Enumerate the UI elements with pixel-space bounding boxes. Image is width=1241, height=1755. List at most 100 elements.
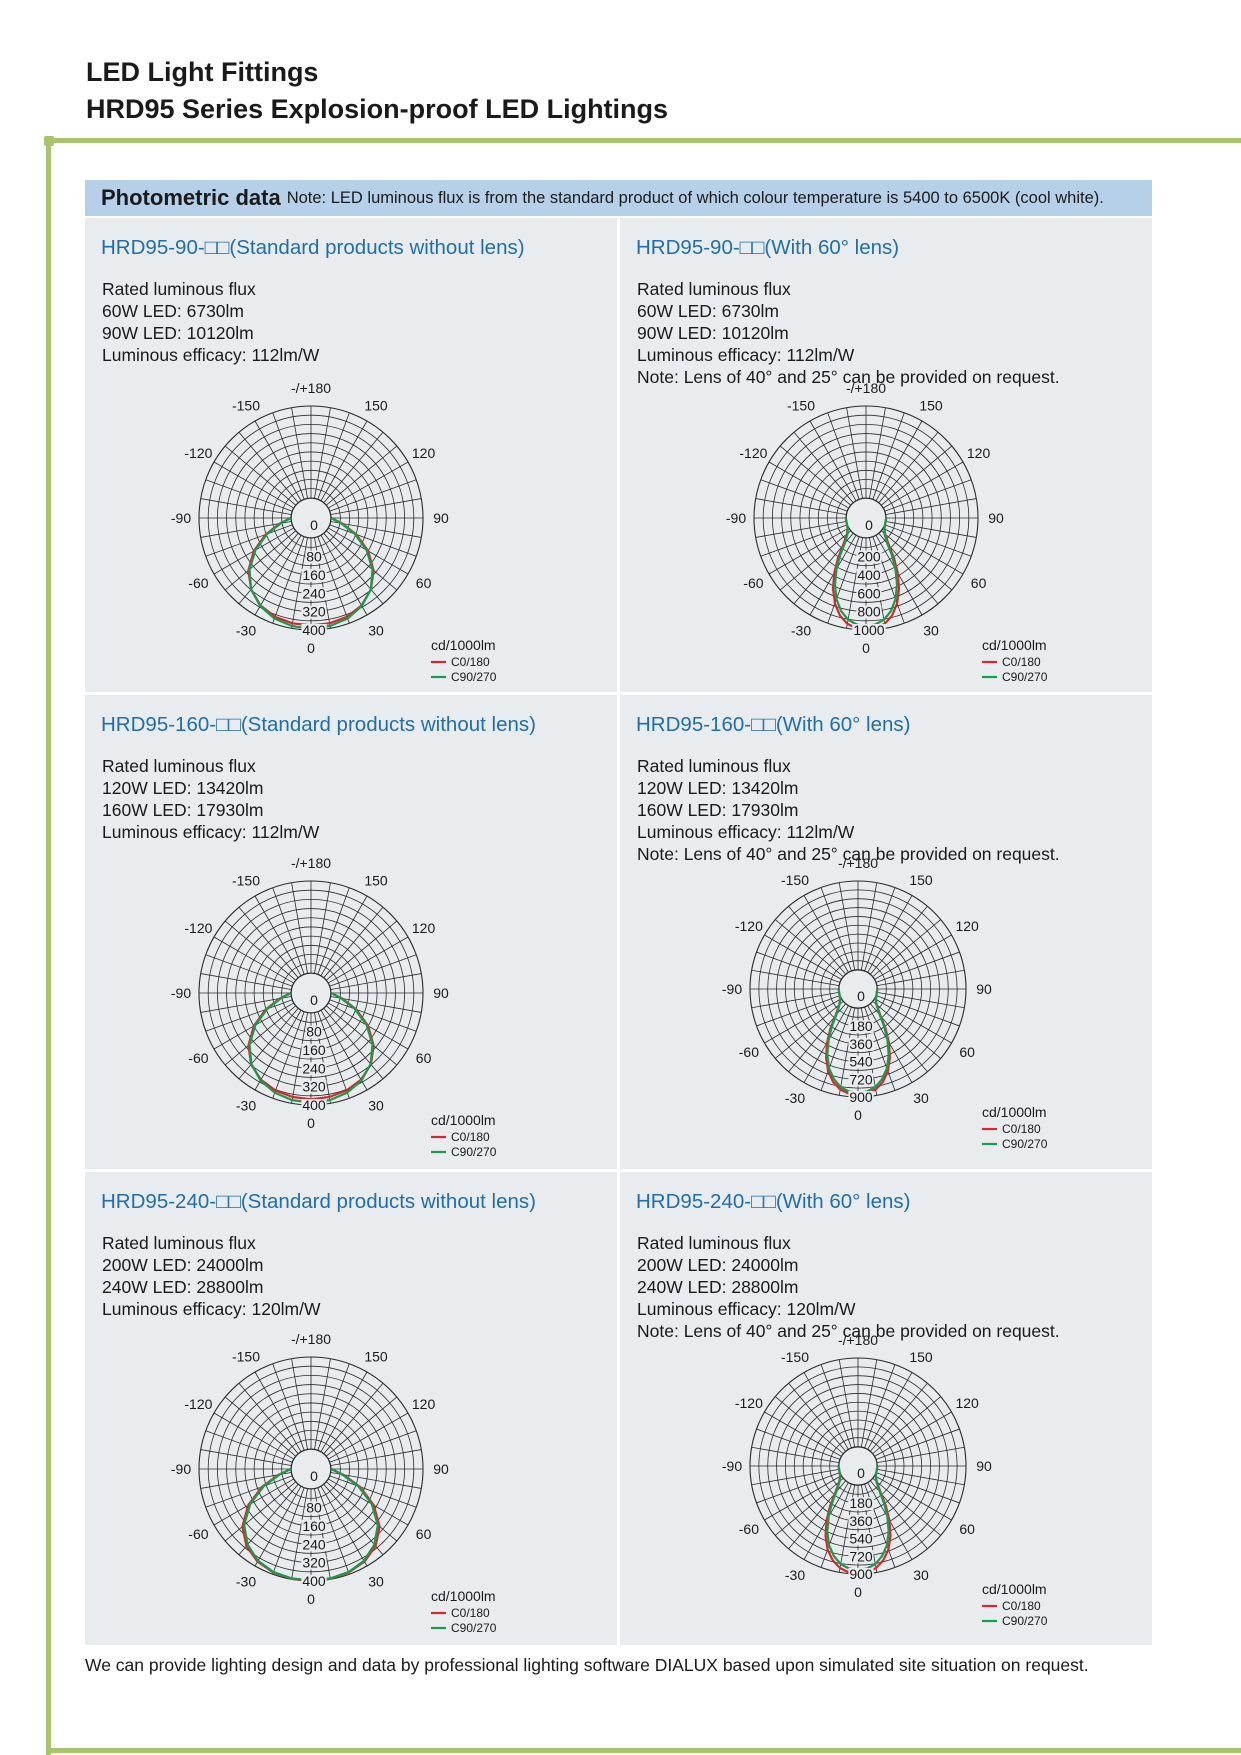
angle-label: -/+180: [291, 855, 331, 871]
radial-tick-label: 160: [302, 1518, 326, 1534]
angle-label: 30: [913, 1090, 929, 1106]
legend-label: C0/180: [1002, 655, 1041, 669]
spec-line: Luminous efficacy: 112lm/W: [102, 822, 320, 842]
section-title: Photometric data: [101, 185, 281, 210]
radial-tick-label: 320: [302, 604, 326, 620]
angle-label: 150: [919, 397, 943, 413]
polar-chart: 0 80 160 240 320 400 -/+180 -150 150 -120 120 -90 90…: [171, 855, 497, 1159]
grid-ring: [829, 960, 887, 1018]
polar-chart: 0 80 160 240 320 400 -/+180 -150 150 -120 120 -90 90…: [171, 1331, 497, 1635]
grid-ring: [244, 926, 378, 1060]
angle-label: -90: [171, 1461, 191, 1477]
panel-240-lens: HRD95-240-□□(With 60° lens) Rated lumino…: [620, 1172, 1152, 1645]
panel-90-lens: HRD95-90-□□(With 60° lens) Rated luminou…: [620, 218, 1152, 692]
tick-label-bg: [856, 568, 882, 582]
tick-label-bg: [848, 1055, 874, 1069]
radial-tick-label: 0: [310, 992, 318, 1008]
angle-label: 90: [433, 985, 449, 1001]
angle-label: 120: [412, 1396, 436, 1412]
radial-tick-label: 400: [302, 1097, 326, 1113]
angle-label: 60: [416, 575, 432, 591]
tick-label-bg: [301, 1062, 327, 1076]
legend-label: C0/180: [451, 1130, 490, 1144]
photometric-grid: HRD95-90-□□(Standard products without le…: [85, 218, 1152, 1645]
radial-tick-label: 400: [302, 1573, 326, 1589]
radial-tick-label: 400: [857, 567, 881, 583]
grid-ring: [838, 969, 878, 1009]
radial-tick-label: 160: [302, 567, 326, 583]
radial-tick-label: 360: [849, 1036, 873, 1052]
grid-ring: [290, 497, 332, 539]
tick-label-bg: [856, 605, 882, 619]
angle-label: 60: [959, 1521, 975, 1537]
spec-line: Luminous efficacy: 120lm/W: [637, 1299, 856, 1319]
spec-line: 60W LED: 6730lm: [102, 301, 245, 321]
left-rule: [46, 138, 51, 1755]
spec-line: 120W LED: 13420lm: [637, 778, 799, 798]
angle-label: 90: [433, 1461, 449, 1477]
photometric-band: Photometric data Note: LED luminous flux…: [85, 180, 1152, 216]
grid-hub: [290, 497, 332, 539]
tick-label-bg: [305, 550, 323, 564]
tick-label-bg: [848, 1091, 874, 1104]
grid-ring: [281, 963, 341, 1023]
tick-label-bg: [301, 1519, 327, 1533]
spec-line: Note: Lens of 40° and 25° can be provide…: [637, 1321, 1060, 1341]
radial-tick-label: 0: [310, 517, 318, 533]
spec-line: Rated luminous flux: [102, 756, 256, 776]
angle-label: 30: [913, 1567, 929, 1583]
grid-ring: [290, 1448, 332, 1490]
legend-unit: cd/1000lm: [982, 637, 1047, 653]
radial-tick-label: 0: [857, 988, 865, 1004]
tick-label-bg: [301, 624, 327, 637]
angle-label: 0: [854, 1107, 862, 1123]
tick-label-bg: [848, 1020, 874, 1034]
legend-label: C0/180: [1002, 1122, 1041, 1136]
angle-label: 30: [368, 623, 384, 639]
radial-tick-label: 360: [849, 1513, 873, 1529]
angle-label: 120: [955, 1395, 979, 1411]
tick-label-bg: [301, 587, 327, 601]
spec-line: 200W LED: 24000lm: [637, 1255, 799, 1275]
tick-label-bg: [848, 1532, 874, 1546]
spec-line: 60W LED: 6730lm: [637, 301, 780, 321]
radial-tick-label: 1000: [853, 622, 884, 638]
legend-label: C90/270: [1002, 1614, 1048, 1628]
grid-ring: [281, 1439, 341, 1499]
legend-label: C0/180: [451, 1606, 490, 1620]
angle-label: -90: [171, 985, 191, 1001]
angle-label: 0: [307, 1591, 315, 1607]
grid-ring: [226, 1384, 396, 1554]
angle-label: -90: [722, 1458, 742, 1474]
angle-label: -30: [236, 623, 256, 639]
angle-label: -150: [787, 397, 815, 413]
radial-tick-label: 240: [302, 1060, 326, 1076]
angle-label: -150: [232, 1348, 260, 1364]
radial-tick-label: 80: [306, 1024, 322, 1040]
model-title: HRD95-160-□□(Standard products without l…: [101, 713, 536, 736]
series-title: HRD95 Series Explosion-proof LED Lightin…: [86, 94, 669, 124]
spec-list: Rated luminous flux 200W LED: 24000lm 24…: [102, 1232, 321, 1320]
grid-ring: [829, 1437, 887, 1495]
angle-label: -120: [735, 1395, 763, 1411]
tick-label-bg: [305, 1025, 323, 1039]
rule-corner: [44, 136, 54, 146]
grid-ring: [290, 972, 332, 1014]
legend-unit: cd/1000lm: [431, 637, 496, 653]
spec-line: Luminous efficacy: 112lm/W: [637, 822, 855, 842]
grid-ring: [262, 944, 360, 1042]
grid-ring: [758, 1366, 958, 1566]
radial-tick-label: 0: [310, 1468, 318, 1484]
grid-ring: [281, 488, 341, 548]
spec-list: Rated luminous flux 120W LED: 13420lm 16…: [637, 755, 1060, 865]
top-rule: [44, 138, 1241, 143]
legend-label: C90/270: [451, 1145, 497, 1159]
angle-label: 120: [412, 445, 436, 461]
angle-label: -30: [791, 623, 811, 639]
panel-240-standard: HRD95-240-□□(Standard products without l…: [85, 1172, 617, 1645]
grid-ring: [244, 1402, 378, 1536]
radial-tick-label: 540: [849, 1531, 873, 1547]
tick-label-bg: [856, 587, 882, 601]
